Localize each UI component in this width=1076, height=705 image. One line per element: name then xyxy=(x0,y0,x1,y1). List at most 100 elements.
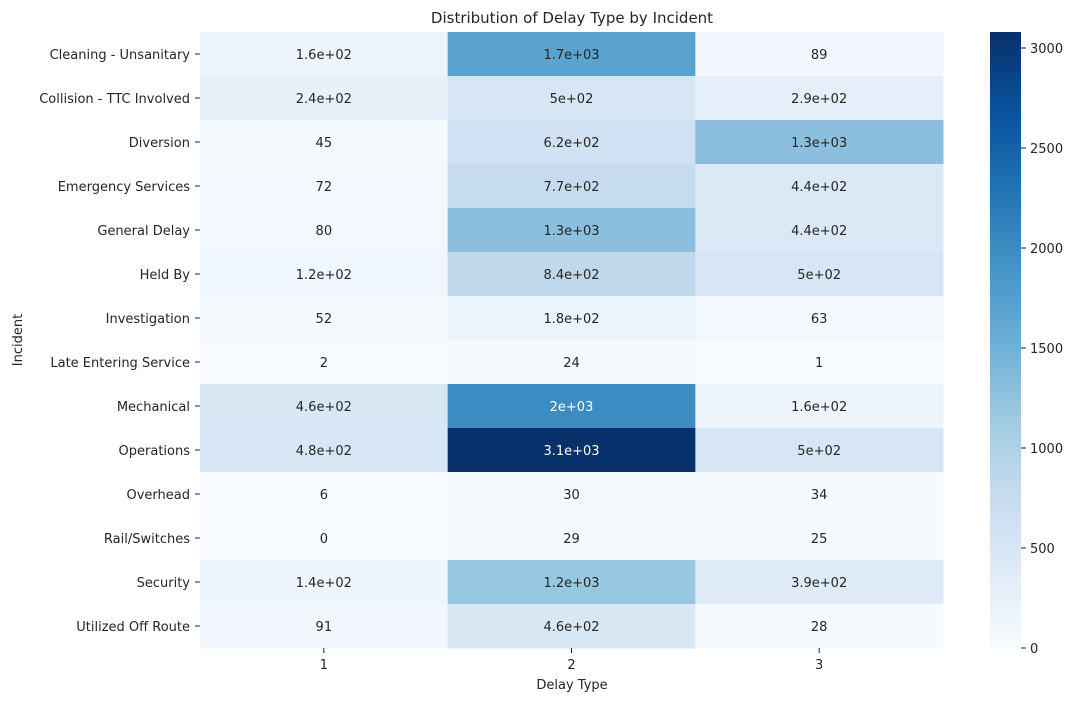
cell-value-label: 80 xyxy=(316,224,333,239)
heatmap-cell xyxy=(447,120,696,165)
cell-value-label: 1 xyxy=(815,356,823,371)
cell-value-label: 4.8e+02 xyxy=(296,444,352,459)
heatmap-cell xyxy=(200,428,449,473)
cell-value-label: 3.1e+03 xyxy=(543,444,599,459)
heatmap-cell xyxy=(200,296,449,341)
colorbar-tick-label: 0 xyxy=(1030,642,1038,657)
heatmap-cell xyxy=(695,120,944,165)
heatmap-cell xyxy=(695,252,944,297)
cell-value-label: 1.7e+03 xyxy=(543,48,599,63)
colorbar-tick-label: 2500 xyxy=(1030,142,1063,157)
cell-value-label: 6.2e+02 xyxy=(543,136,599,151)
y-tick-label: Late Entering Service xyxy=(50,356,190,371)
heatmap-cell xyxy=(695,208,944,253)
heatmap-cell xyxy=(695,560,944,605)
x-tick-label: 3 xyxy=(815,658,823,673)
y-tick-label: Mechanical xyxy=(117,400,190,415)
colorbar-tick-label: 1500 xyxy=(1030,342,1063,357)
cell-value-label: 4.4e+02 xyxy=(791,180,847,195)
cell-value-label: 25 xyxy=(811,532,828,547)
cell-value-label: 2.9e+02 xyxy=(791,92,847,107)
colorbar-tick-label: 500 xyxy=(1030,542,1055,557)
cell-value-label: 2e+03 xyxy=(550,400,594,415)
x-axis: 1 2 3 xyxy=(320,648,823,673)
heatmap-cell-labels: 1.6e+02 1.7e+03 89 2.4e+02 5e+02 2.9e+02 45 6.2… xyxy=(296,48,847,635)
cell-value-label: 52 xyxy=(316,312,333,327)
colorbar-gradient xyxy=(990,32,1021,648)
heatmap-cell xyxy=(695,76,944,121)
colorbar-ticks: 0 500 1000 1500 2000 2500 3000 xyxy=(1021,42,1063,657)
y-tick-label: General Delay xyxy=(97,224,190,239)
chart-title: Distribution of Delay Type by Incident xyxy=(431,9,713,27)
cell-value-label: 2.4e+02 xyxy=(296,92,352,107)
y-tick-label: Collision - TTC Involved xyxy=(39,92,190,107)
heatmap-cell xyxy=(200,560,449,605)
heatmap-cell xyxy=(200,120,449,165)
heatmap-cell xyxy=(200,208,449,253)
y-tick-label: Diversion xyxy=(129,136,190,151)
cell-value-label: 4.6e+02 xyxy=(296,400,352,415)
heatmap-cell xyxy=(200,76,449,121)
cell-value-label: 6 xyxy=(320,488,328,503)
cell-value-label: 4.6e+02 xyxy=(543,620,599,635)
x-tick-label: 2 xyxy=(567,658,575,673)
cell-value-label: 1.8e+02 xyxy=(543,312,599,327)
cell-value-label: 72 xyxy=(316,180,333,195)
y-tick-label: Operations xyxy=(119,444,191,459)
heatmap-cell xyxy=(447,296,696,341)
y-tick-label: Security xyxy=(137,576,191,591)
heatmap-cell xyxy=(695,428,944,473)
heatmap-cell xyxy=(200,516,449,561)
cell-value-label: 7.7e+02 xyxy=(543,180,599,195)
cell-value-label: 34 xyxy=(811,488,828,503)
y-tick-label: Utilized Off Route xyxy=(76,620,190,635)
colorbar: 0 500 1000 1500 2000 2500 3000 xyxy=(990,32,1063,657)
heatmap-cell xyxy=(695,296,944,341)
heatmap-cell xyxy=(447,32,696,77)
cell-value-label: 1.2e+03 xyxy=(543,576,599,591)
cell-value-label: 8.4e+02 xyxy=(543,268,599,283)
cell-value-label: 1.4e+02 xyxy=(296,576,352,591)
heatmap-cell xyxy=(695,164,944,209)
heatmap-cells xyxy=(200,32,944,649)
colorbar-tick-label: 2000 xyxy=(1030,242,1063,257)
cell-value-label: 1.6e+02 xyxy=(791,400,847,415)
heatmap-cell xyxy=(447,428,696,473)
heatmap-cell xyxy=(447,76,696,121)
cell-value-label: 5e+02 xyxy=(797,444,841,459)
heatmap-cell xyxy=(200,252,449,297)
heatmap-cell xyxy=(447,340,696,385)
heatmap-cell xyxy=(200,340,449,385)
heatmap-cell xyxy=(447,516,696,561)
cell-value-label: 30 xyxy=(563,488,580,503)
cell-value-label: 89 xyxy=(811,48,828,63)
y-axis-label: Incident xyxy=(11,314,26,366)
cell-value-label: 1.2e+02 xyxy=(296,268,352,283)
y-axis: Cleaning - Unsanitary Collision - TTC Inv… xyxy=(39,48,200,635)
x-axis-label: Delay Type xyxy=(536,678,607,693)
heatmap-cell xyxy=(447,164,696,209)
cell-value-label: 1.3e+03 xyxy=(543,224,599,239)
heatmap-cell xyxy=(447,252,696,297)
heatmap-cell xyxy=(447,560,696,605)
heatmap-cell xyxy=(695,604,944,649)
colorbar-tick-label: 3000 xyxy=(1030,42,1063,57)
cell-value-label: 63 xyxy=(811,312,828,327)
y-tick-label: Emergency Services xyxy=(58,180,190,195)
cell-value-label: 1.3e+03 xyxy=(791,136,847,151)
cell-value-label: 29 xyxy=(563,532,580,547)
heatmap-cell xyxy=(695,340,944,385)
heatmap-cell xyxy=(695,384,944,429)
heatmap-cell xyxy=(447,208,696,253)
cell-value-label: 5e+02 xyxy=(797,268,841,283)
heatmap-cell xyxy=(695,516,944,561)
heatmap-cell xyxy=(695,472,944,517)
cell-value-label: 24 xyxy=(563,356,580,371)
heatmap-cell xyxy=(695,32,944,77)
x-tick-label: 1 xyxy=(320,658,328,673)
colorbar-tick-label: 1000 xyxy=(1030,442,1063,457)
cell-value-label: 0 xyxy=(320,532,328,547)
cell-value-label: 3.9e+02 xyxy=(791,576,847,591)
